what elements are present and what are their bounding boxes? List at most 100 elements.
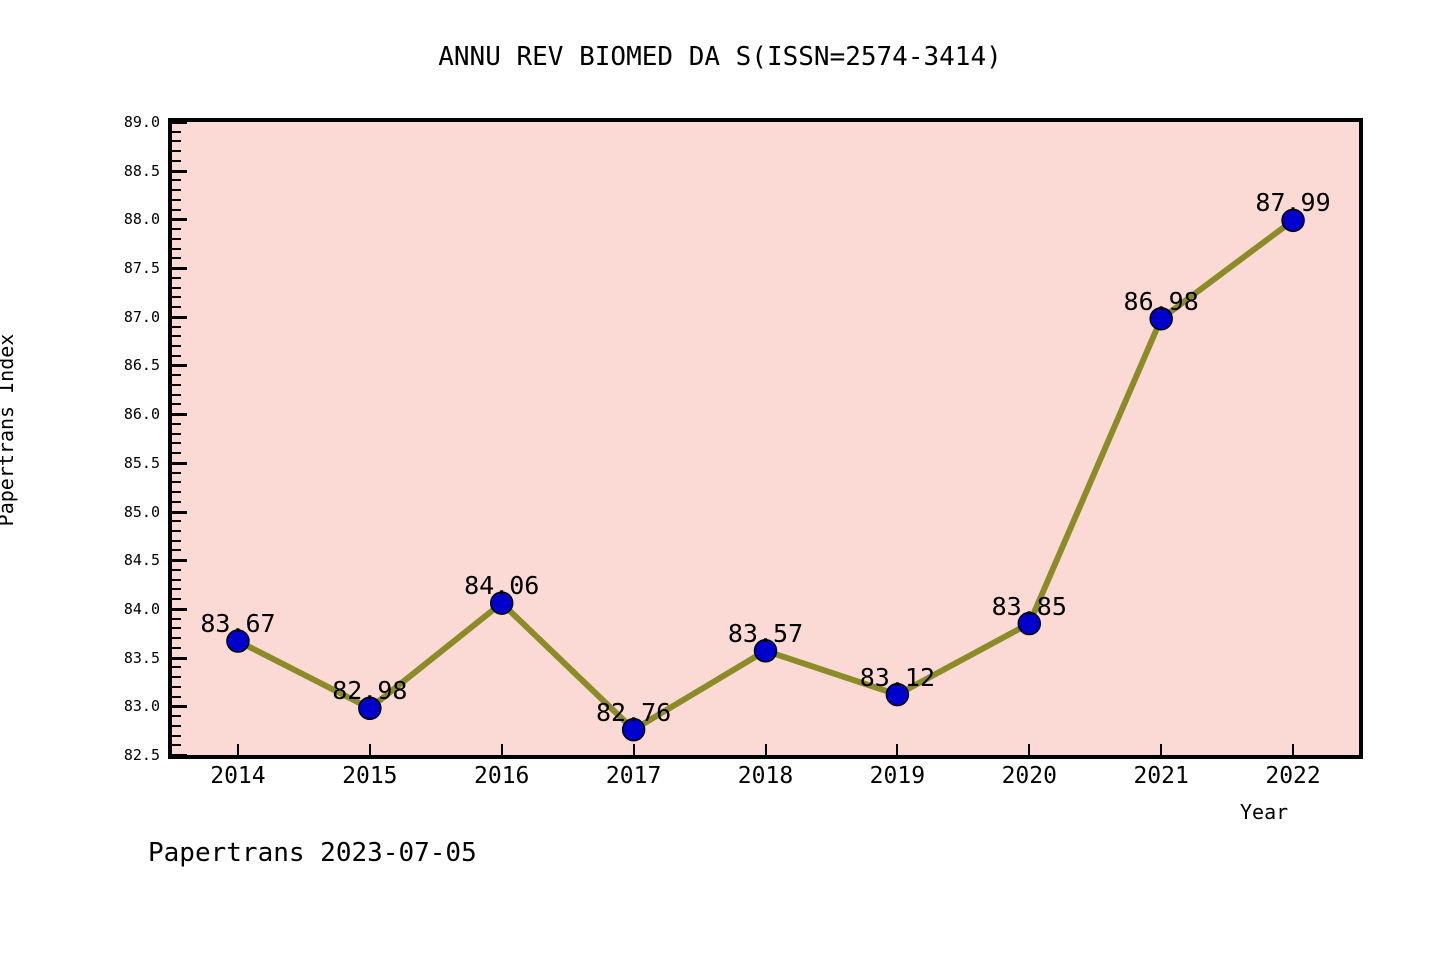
y-tick-major: [172, 169, 187, 173]
y-tick-major: [172, 656, 187, 660]
x-tick-label: 2019: [869, 763, 926, 789]
y-tick-minor: [172, 354, 181, 357]
y-tick-minor: [172, 130, 181, 133]
data-point-marker[interactable]: [621, 717, 646, 742]
y-tick-major: [172, 705, 187, 709]
y-tick-minor: [172, 588, 181, 591]
y-tick-major: [172, 607, 187, 611]
y-tick-major: [172, 754, 187, 757]
y-tick-minor: [172, 306, 181, 309]
x-tick-major: [236, 744, 239, 755]
data-point-marker[interactable]: [489, 591, 514, 615]
y-tick-minor: [172, 646, 181, 649]
y-tick-minor: [172, 627, 181, 630]
x-tick-label: 2017: [605, 763, 662, 789]
y-tick-minor: [172, 734, 181, 737]
y-tick-minor: [172, 286, 181, 289]
y-tick-label: 84.0: [123, 599, 160, 618]
y-axis-title: Papertrans Index: [0, 333, 18, 527]
data-point-marker[interactable]: [1149, 306, 1173, 331]
data-point-marker[interactable]: [753, 639, 778, 663]
y-tick-minor: [172, 432, 181, 435]
data-point-marker[interactable]: [226, 629, 250, 653]
y-tick-minor: [172, 685, 181, 688]
y-tick-minor: [172, 520, 181, 523]
y-tick-major: [172, 121, 187, 124]
data-point-marker[interactable]: [1017, 611, 1042, 636]
y-tick-major: [172, 218, 187, 222]
y-tick-minor: [172, 179, 181, 182]
plot-area: 83.67 82.98 84.06 82.76 83.57 83.12 83.85 86.98…: [168, 118, 1363, 759]
y-tick-minor: [172, 442, 181, 445]
y-tick-minor: [172, 257, 181, 260]
y-tick-minor: [172, 208, 181, 211]
y-tick-minor: [172, 198, 181, 201]
x-tick-label: 2020: [1001, 763, 1057, 789]
y-tick-minor: [172, 325, 181, 328]
data-series-line: [226, 208, 1305, 742]
y-tick-minor: [172, 452, 181, 455]
y-tick-minor: [172, 276, 181, 279]
x-tick-major: [632, 744, 635, 755]
y-tick-major: [172, 413, 187, 417]
y-tick-minor: [172, 471, 181, 474]
y-tick-minor: [172, 344, 181, 347]
y-tick-minor: [172, 150, 181, 153]
y-tick-minor: [172, 374, 181, 377]
y-tick-minor: [172, 500, 181, 503]
y-tick-minor: [172, 159, 181, 162]
y-tick-minor: [172, 617, 181, 620]
y-tick-major: [172, 315, 187, 319]
y-tick-minor: [172, 578, 181, 581]
y-tick-minor: [172, 247, 181, 250]
y-tick-minor: [172, 676, 181, 679]
y-tick-minor: [172, 189, 181, 192]
y-tick-label: 89.0: [123, 113, 160, 131]
y-tick-minor: [172, 568, 181, 571]
y-tick-label: 88.5: [123, 161, 160, 180]
y-tick-minor: [172, 744, 181, 747]
y-tick-minor: [172, 715, 181, 718]
y-tick-label: 87.0: [123, 307, 160, 326]
y-tick-minor: [172, 666, 181, 669]
y-tick-minor: [172, 422, 181, 425]
y-tick-minor: [172, 637, 181, 640]
x-tick-major: [1160, 744, 1163, 755]
x-tick-label: 2016: [474, 763, 530, 789]
data-point-marker[interactable]: [1281, 208, 1305, 233]
footer-caption: Papertrans 2023-07-05: [148, 838, 477, 868]
y-tick-major: [172, 510, 187, 514]
x-tick-major: [764, 744, 767, 755]
y-tick-minor: [172, 335, 181, 338]
x-tick-label: 2014: [210, 763, 266, 789]
y-tick-minor: [172, 383, 181, 386]
x-tick-label: 2015: [342, 763, 398, 789]
x-tick-major: [1292, 744, 1295, 755]
chart-title: ANNU REV BIOMED DA S(ISSN=2574-3414): [438, 42, 1002, 72]
y-tick-minor: [172, 530, 181, 532]
data-point-marker[interactable]: [885, 682, 910, 707]
y-tick-minor: [172, 237, 181, 240]
y-tick-minor: [172, 724, 181, 727]
x-tick-label: 2018: [737, 763, 794, 789]
x-tick-major: [368, 744, 371, 755]
y-tick-minor: [172, 549, 181, 552]
y-tick-label: 83.5: [123, 648, 160, 667]
y-tick-minor: [172, 296, 181, 299]
y-tick-major: [172, 364, 187, 368]
data-point-marker[interactable]: [358, 696, 382, 721]
y-tick-minor: [172, 393, 181, 396]
x-axis-title: Year: [1240, 800, 1289, 824]
y-tick-label: 86.0: [123, 405, 160, 424]
y-tick-label: 86.5: [123, 356, 160, 375]
y-tick-minor: [172, 539, 181, 542]
y-tick-label: 87.5: [123, 259, 160, 278]
y-tick-minor: [172, 228, 181, 231]
y-tick-label: 88.0: [123, 210, 160, 229]
y-tick-major: [172, 461, 187, 465]
y-tick-minor: [172, 403, 181, 406]
x-tick-major: [896, 744, 899, 755]
y-tick-label: 82.5: [123, 746, 160, 764]
